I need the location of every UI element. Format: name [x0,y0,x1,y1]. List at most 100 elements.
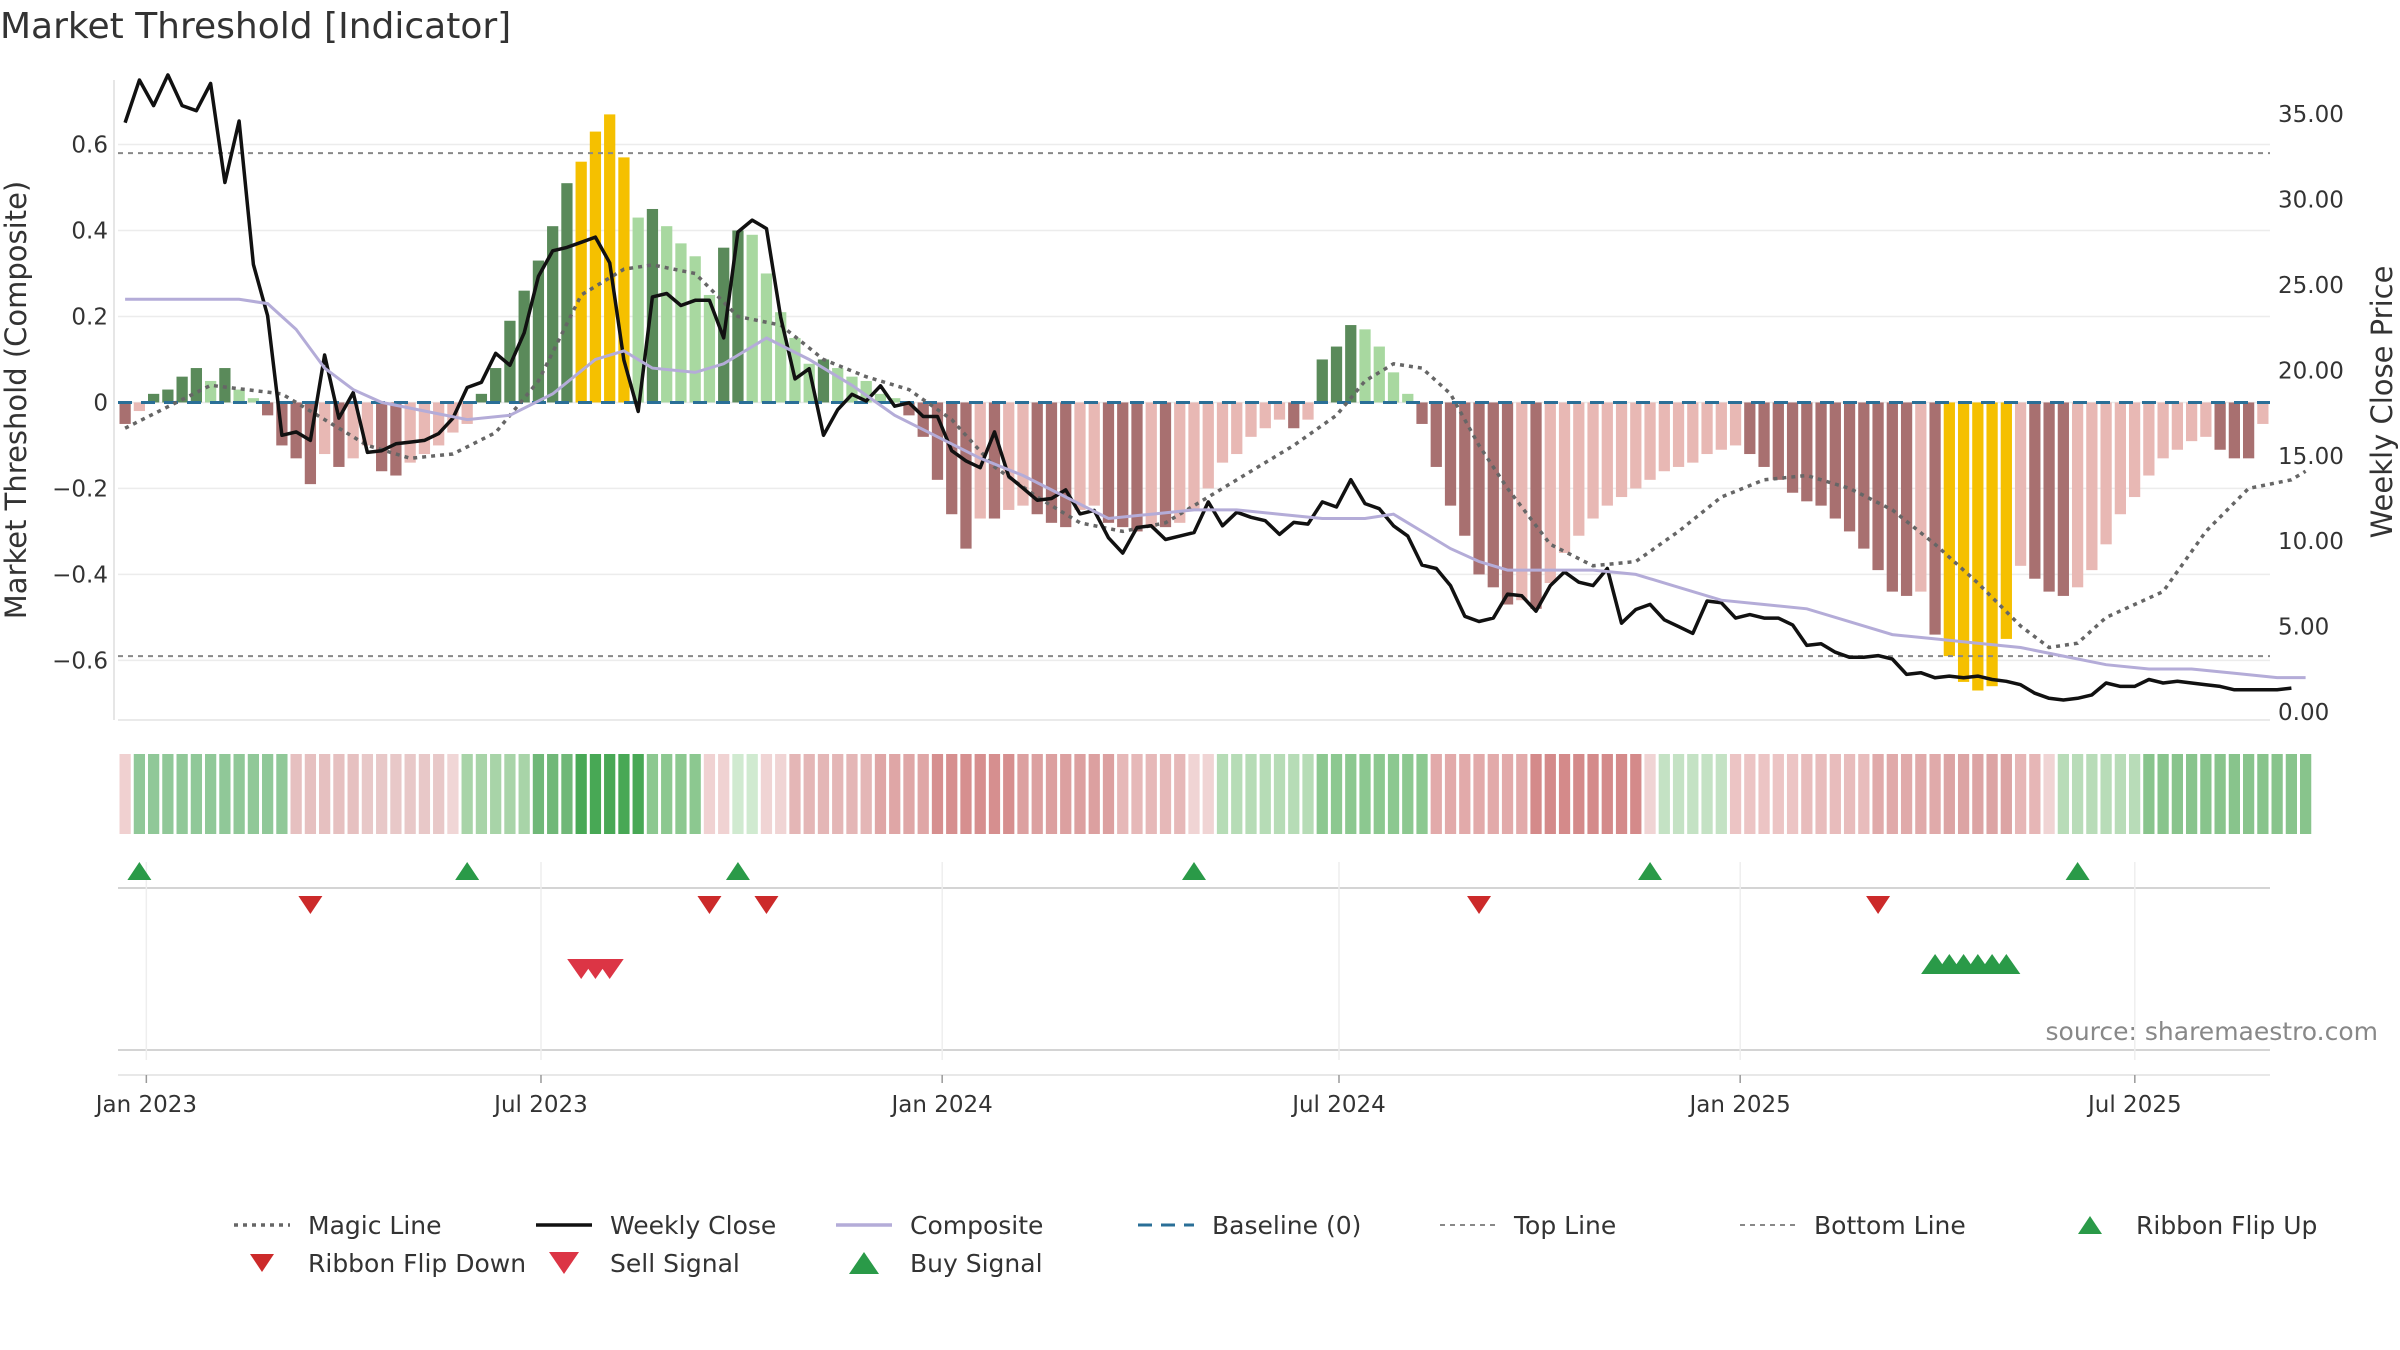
composite-bar [846,376,858,403]
ribbon-cell [119,754,131,834]
ribbon-cell [1159,754,1172,834]
composite-bar [418,402,431,455]
ribbon-cell [1900,754,1913,834]
ribbon-cell [618,754,630,834]
legend-label: Magic Line [308,1211,442,1240]
ribbon-cell [960,754,972,834]
composite-bar [1558,402,1571,553]
ribbon-cell [1245,754,1257,834]
composite-bar [2000,402,2012,639]
ribbon-cell [1886,754,1898,834]
composite-bar [2014,402,2027,566]
ribbon-flip-up-marker [1182,862,1206,880]
composite-bar [1530,402,1542,609]
ribbon-cell [133,754,146,834]
composite-bar [832,368,844,403]
composite-bar [2257,402,2269,424]
composite-bar [2242,402,2255,459]
composite-bar [1145,402,1157,528]
ribbon-cell [547,754,559,834]
ribbon-flip-down-marker [1467,896,1492,914]
composite-bar [390,402,402,476]
y2-tick-label: 35.00 [2278,102,2344,128]
composite-bar [2114,402,2126,515]
x-tick-label: Jan 2024 [890,1092,993,1118]
composite-bar [1630,402,1642,489]
legend-item: Weekly Close [536,1211,776,1240]
ribbon-cell [205,754,217,834]
ribbon-cell [2100,754,2112,834]
composite-bar [433,402,445,446]
composite-bar [1330,346,1343,403]
ribbon-cell [1045,754,1058,834]
ribbon-cell [917,754,929,834]
ribbon-cell [903,754,915,834]
legend-label: Composite [910,1211,1043,1240]
ribbon-cell [575,754,587,834]
ribbon-cell [561,754,573,834]
composite-bar [1829,402,1841,519]
ribbon-cell [988,754,1001,834]
ribbon-cell [746,754,758,834]
y-tick-label: 0 [93,390,108,416]
composite-bar [2057,402,2069,596]
composite-bar [2086,402,2098,571]
ribbon-flip-up-marker [2065,862,2090,880]
ribbon-cell [760,754,773,834]
ribbon-cell [703,754,716,834]
composite-bar [518,290,530,403]
x-tick-label: Jan 2023 [94,1092,197,1118]
composite-bar [960,402,972,549]
composite-bar [604,114,616,403]
ribbon-cell [689,754,701,834]
composite-bar [133,402,146,412]
ribbon-cell [2114,754,2126,834]
ribbon-cell [504,754,516,834]
ribbon-cell [262,754,274,834]
composite-bar [1259,402,1271,429]
composite-bar [1516,402,1528,601]
composite-bar [889,398,901,403]
composite-bar [2128,402,2141,498]
ribbon-cell [1687,754,1699,834]
ribbon-cell [2157,754,2169,834]
composite-bar [1387,372,1400,403]
composite-bar [1074,402,1086,510]
ribbon-cell [2171,754,2183,834]
composite-bar [860,380,872,403]
composite-bar [575,161,587,403]
y2-tick-label: 20.00 [2278,358,2344,384]
sell-signal-marker [595,959,624,979]
composite-bar [1316,359,1328,403]
composite-bar [675,243,687,403]
legend-label: Weekly Close [610,1211,776,1240]
ribbon-flip-down-marker [754,896,779,914]
composite-bar [561,183,573,403]
y-tick-label: −0.4 [52,562,108,588]
composite-bar [1060,402,1072,528]
ribbon-cell [2128,754,2141,834]
composite-bar [2185,402,2198,442]
legend-label: Baseline (0) [1212,1211,1361,1240]
ribbon-cell [1829,754,1841,834]
ribbon-cell [974,754,986,834]
legend-item: Buy Signal [849,1249,1043,1278]
ribbon-cell [1216,754,1229,834]
composite-bar [490,368,502,403]
ribbon-cell [1929,754,1941,834]
composite-bar [219,368,231,403]
ribbon-cell [2057,754,2069,834]
ribbon-cell [2214,754,2226,834]
ribbon-flip-up-marker [127,862,152,880]
composite-bar [1801,402,1813,502]
ribbon-cell [1459,754,1471,834]
ribbon-cell [1316,754,1328,834]
weekly-close-line [123,73,2292,702]
composite-bar [1815,402,1827,506]
ribbon-cell [1102,754,1115,834]
ribbon-flip-up-marker [725,862,750,880]
ribbon-cell [1601,754,1613,834]
legend-item: Baseline (0) [1138,1211,1361,1240]
composite-bar [247,398,260,403]
x-tick-label: Jul 2023 [492,1092,588,1118]
